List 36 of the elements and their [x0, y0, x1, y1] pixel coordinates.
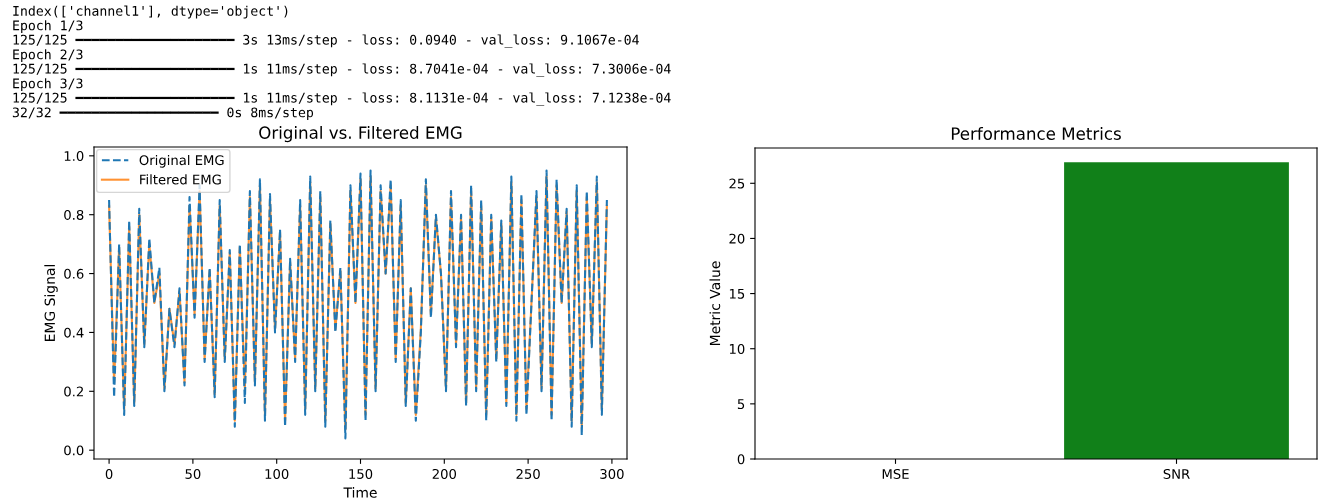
x-tick-label: 50 [185, 468, 201, 479]
text: 125/125 ━━━━━━━━━━━━━━━━━━━━ 3s 13ms/step - loss: 0.0940 - val_loss: 9.1067e-04 [13, 34, 639, 48]
x-tick-label: 150 [349, 468, 373, 479]
x-axis-title: Time [343, 487, 377, 498]
chart-title: Original vs. Filtered EMG [259, 126, 462, 143]
text: Index(['channel1'], dtype='object') [13, 5, 288, 19]
x-tick-label: 100 [265, 468, 289, 479]
y-tick-label: 0.0 [64, 445, 84, 456]
x-tick-label: 0 [105, 468, 113, 479]
x-tick-label: 200 [432, 468, 457, 479]
y-tick-label: 0.6 [64, 268, 84, 279]
text: Epoch 3/3 [13, 78, 83, 91]
legend-label: Filtered EMG [140, 174, 221, 185]
y-tick-label: 25 [729, 178, 745, 189]
y-tick-label: 0 [737, 454, 745, 465]
text: Epoch 1/3 [13, 20, 83, 33]
y-tick-label: 20 [729, 233, 745, 244]
text: 125/125 ━━━━━━━━━━━━━━━━━━━━ 1s 11ms/step - loss: 8.1131e-04 - val_loss: 7.1238e-04 [13, 92, 671, 106]
y-tick-label: 10 [729, 343, 745, 354]
x-tick-label: 250 [516, 468, 540, 479]
legend-label: Original EMG [139, 154, 224, 168]
y-tick-label: 5 [737, 399, 745, 410]
text: 125/125 ━━━━━━━━━━━━━━━━━━━━ 1s 11ms/step - loss: 8.7041e-04 - val_loss: 7.3006e-04 [13, 63, 671, 77]
y-tick-label: 1.0 [64, 151, 84, 162]
x-tick-label: MSE [882, 468, 909, 479]
y-tick-label: 15 [729, 288, 745, 299]
text: 32/32 ━━━━━━━━━━━━━━━━━━━━ 0s 8ms/step [12, 107, 314, 120]
y-tick-label: 0.8 [64, 209, 84, 220]
x-tick-label: SNR [1163, 468, 1190, 479]
chart-title: Performance Metrics [951, 127, 1121, 140]
y-axis-title: EMG Signal [44, 265, 58, 341]
x-tick-label: 300 [600, 468, 624, 479]
y-axis-title: Metric Value [709, 261, 721, 346]
text: Epoch 2/3 [13, 49, 83, 62]
y-tick-label: 0.4 [64, 327, 84, 338]
y-tick-label: 0.2 [64, 386, 83, 397]
